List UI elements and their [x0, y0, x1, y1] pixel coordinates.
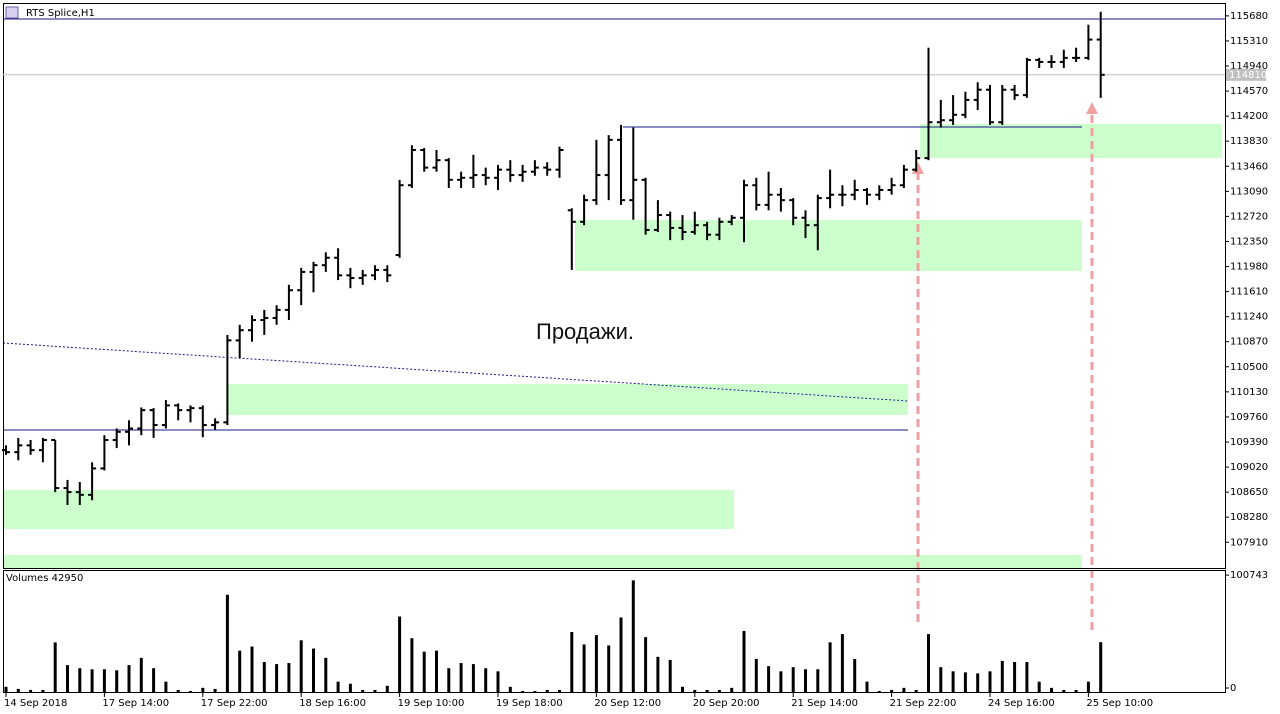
- last-price-label: 114810: [1229, 70, 1267, 81]
- x-tick-label: 20 Sep 20:00: [693, 698, 760, 709]
- y-tick-label: 110130: [1230, 387, 1268, 398]
- x-tick-label: 24 Sep 16:00: [988, 698, 1055, 709]
- zone: [3, 490, 734, 529]
- y-tick-label: 112720: [1230, 211, 1268, 222]
- zone: [920, 124, 1222, 158]
- zone: [227, 384, 908, 415]
- y-tick-label: 115680: [1230, 11, 1268, 22]
- y-tick-label: 112350: [1230, 236, 1268, 247]
- trend-line: [2, 342, 909, 402]
- y-tick-label: 114200: [1230, 111, 1268, 122]
- zone: [575, 220, 1082, 271]
- y-tick-label: 113460: [1230, 161, 1268, 172]
- x-tick-label: 19 Sep 10:00: [398, 698, 465, 709]
- zone: [3, 555, 1082, 568]
- x-tick-label: 20 Sep 12:00: [594, 698, 661, 709]
- x-tick-label: 19 Sep 18:00: [496, 698, 563, 709]
- annotation: Продажи.: [536, 319, 634, 344]
- y-tick-label: 110870: [1230, 337, 1268, 348]
- x-tick-label: 25 Sep 10:00: [1086, 698, 1153, 709]
- chart-title: RTS Splice,H1: [26, 8, 95, 19]
- y-tick-label: 113830: [1230, 136, 1268, 147]
- x-tick-label: 21 Sep 22:00: [890, 698, 957, 709]
- last-price-box: [1226, 68, 1266, 81]
- y-tick-label: 109390: [1230, 437, 1268, 448]
- y-tick-label: 107910: [1230, 537, 1268, 548]
- x-tick-label: 17 Sep 22:00: [201, 698, 268, 709]
- y-tick-label: 114570: [1230, 86, 1268, 97]
- x-tick-label: 18 Sep 16:00: [299, 698, 366, 709]
- y-tick-label: 0: [1230, 683, 1236, 694]
- zones: [3, 124, 1222, 568]
- volume-title: Volumes 42950: [6, 573, 83, 584]
- x-tick-label: 21 Sep 14:00: [791, 698, 858, 709]
- volume-panel: [3, 570, 1226, 693]
- y-tick-label: 111610: [1230, 287, 1268, 298]
- y-tick-label: 108650: [1230, 487, 1268, 498]
- arrows: [916, 112, 1094, 630]
- x-tick-label: 14 Sep 2018: [4, 698, 67, 709]
- x-tick-label: 17 Sep 14:00: [102, 698, 169, 709]
- y-tick-label: 109760: [1230, 412, 1268, 423]
- y-tick-label: 111240: [1230, 312, 1268, 323]
- y-tick-label: 100743: [1230, 570, 1268, 581]
- y-tick-label: 110500: [1230, 362, 1268, 373]
- y-tick-label: 111980: [1230, 262, 1268, 273]
- symbol-icon: [5, 6, 19, 19]
- y-tick-label: 109020: [1230, 462, 1268, 473]
- price-panel: [3, 3, 1226, 569]
- y-tick-label: 113090: [1230, 186, 1268, 197]
- y-tick-label: 114940: [1230, 61, 1268, 72]
- y-tick-label: 108280: [1230, 512, 1268, 523]
- y-tick-label: 115310: [1230, 36, 1268, 47]
